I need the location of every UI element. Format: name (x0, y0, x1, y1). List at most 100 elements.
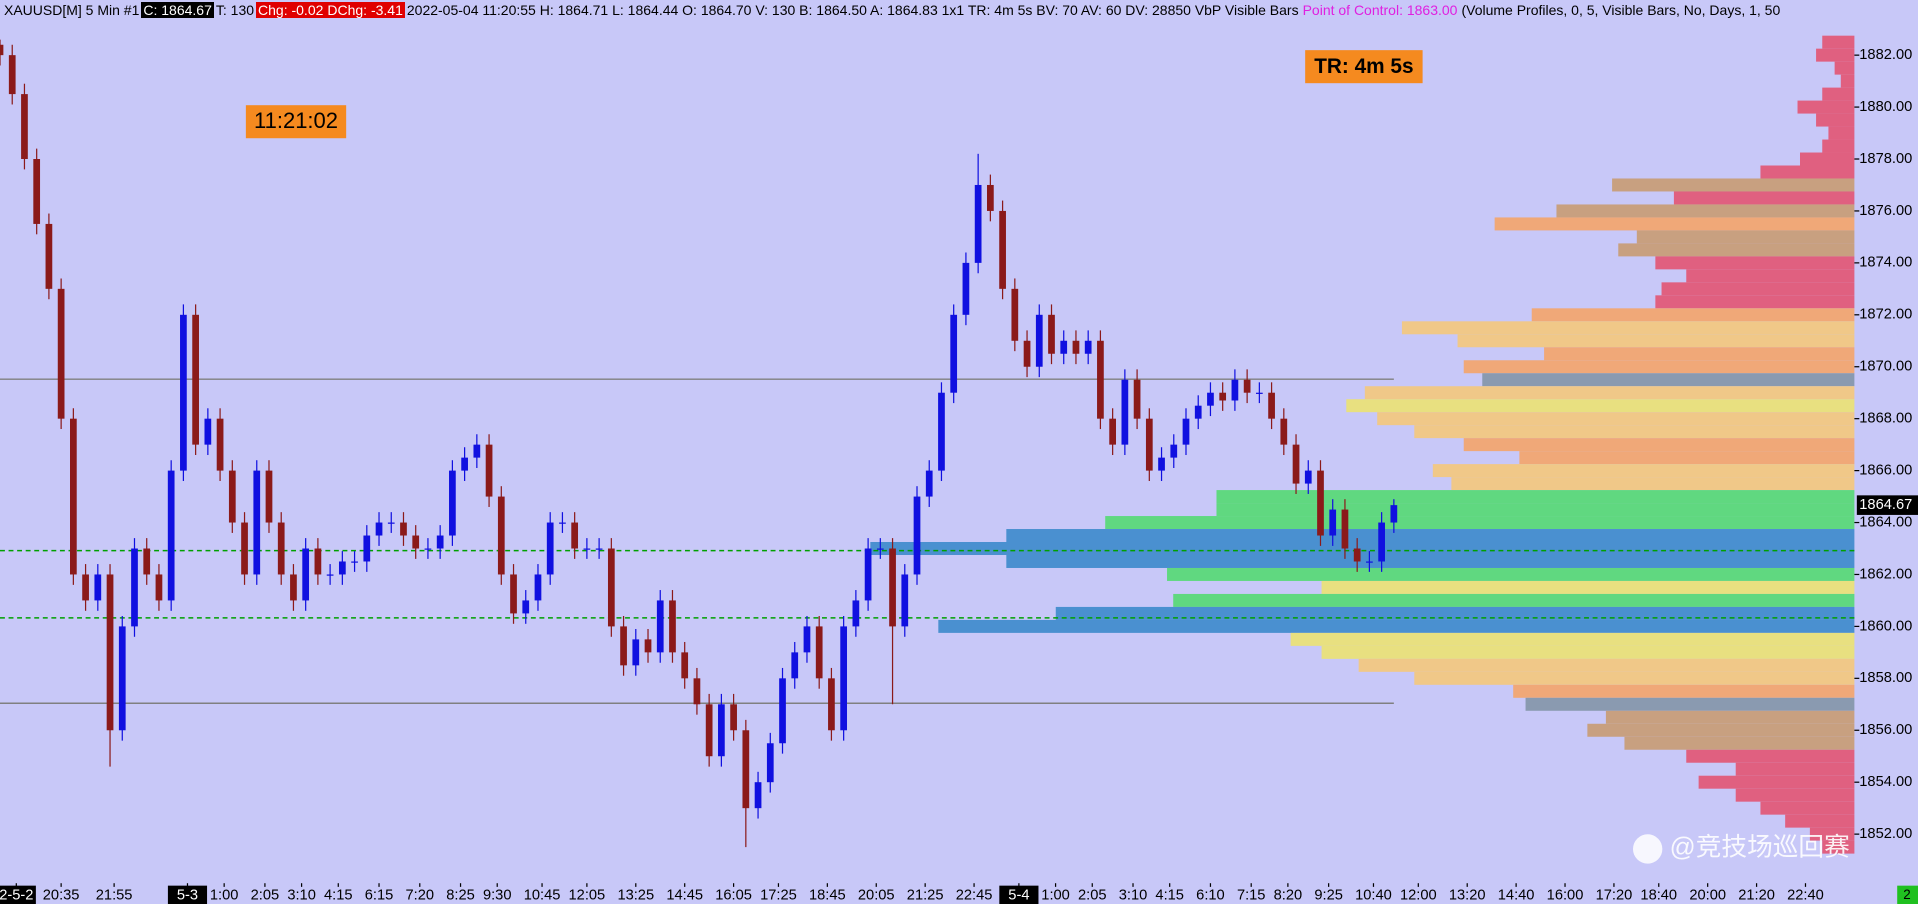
profile-bar (1401, 321, 1855, 335)
profile-bar (1822, 35, 1855, 49)
profile-bar (1525, 697, 1855, 711)
profile-bar (1673, 191, 1855, 205)
candle-body (815, 626, 823, 679)
candle-body (21, 94, 28, 160)
candle-body (632, 639, 640, 666)
y-tick-label: 1860.00 (1859, 618, 1912, 634)
candle-body (461, 457, 468, 471)
candle-body (534, 574, 542, 601)
profile-bar (1785, 814, 1855, 828)
bar-info: 2022-05-04 11:20:55 H: 1864.71 L: 1864.4… (406, 2, 1299, 18)
profile-bar (870, 542, 1855, 555)
x-tick-label: 13:20 (1449, 887, 1486, 903)
profile-bar (1698, 775, 1855, 789)
profile-bar (1544, 347, 1855, 361)
x-tick-label: 4:15 (324, 887, 353, 903)
candle-body (387, 522, 395, 524)
profile-bar (1414, 425, 1855, 439)
profile-bar (1556, 204, 1855, 218)
candle-body (828, 678, 835, 731)
candle-body (1280, 418, 1288, 445)
date-tick-label: 5-3 (177, 887, 198, 903)
candle-body (155, 574, 163, 601)
profile-bar (1661, 282, 1855, 296)
candle-body (1219, 392, 1227, 401)
candle-body (241, 522, 248, 575)
profile-bar (1494, 217, 1855, 231)
candle-body (351, 561, 358, 563)
candle-body (779, 678, 786, 744)
candle-body (766, 743, 774, 783)
x-tick-label: 10:45 (524, 887, 561, 903)
candle-body (876, 548, 884, 550)
candle-body (326, 574, 334, 576)
profile-bar (1414, 671, 1855, 685)
profile-bar (1006, 554, 1855, 568)
profile-bar (1735, 788, 1855, 802)
candle-body (363, 535, 371, 562)
profile-bar (1216, 490, 1855, 504)
profile-bar (1321, 580, 1855, 594)
candle-body (681, 652, 689, 679)
profile-bar (1840, 74, 1855, 88)
x-tick-label: 20:00 (1689, 887, 1726, 903)
x-tick-label: 18:40 (1640, 887, 1677, 903)
candle-body (106, 574, 114, 731)
x-tick-label: 4:15 (1155, 887, 1184, 903)
candle-body (1207, 392, 1214, 406)
symbol: XAUUSD[M] 5 Min #1 (4, 2, 140, 18)
candle-body (840, 626, 848, 731)
study-info: (Volume Profiles, 0, 5, Visible Bars, No… (1461, 2, 1781, 18)
x-tick-label: 13:25 (617, 887, 654, 903)
candle-body (45, 223, 53, 289)
profile-bar (1364, 386, 1855, 400)
candle-body (143, 548, 151, 575)
profile-bar (1799, 152, 1855, 166)
candle-body (1194, 405, 1202, 419)
date-tick-box (0, 885, 36, 904)
candle-body (1121, 379, 1129, 445)
candle-body (338, 561, 346, 575)
x-tick-label: 1:00 (1041, 887, 1070, 903)
candle-body (901, 574, 909, 627)
close-price: C: 1864.67 (141, 2, 214, 18)
x-tick-label: 17:25 (760, 887, 797, 903)
watermark-icon (1632, 834, 1663, 864)
profile-bar (1587, 723, 1855, 737)
x-tick-label: 17:20 (1596, 887, 1633, 903)
x-tick-label: 21:55 (96, 887, 133, 903)
candle-body (1182, 418, 1190, 445)
x-tick-label: 6:10 (1196, 887, 1225, 903)
day-change: DChg: -3.41 (325, 2, 405, 18)
x-tick-label: 10:40 (1355, 887, 1392, 903)
candle-body (1255, 392, 1263, 394)
x-tick-label: 1:00 (210, 887, 239, 903)
candle-body (192, 314, 199, 445)
candle-body (718, 704, 725, 757)
profile-bar (1828, 126, 1855, 140)
profile-bar (1055, 606, 1855, 620)
candle-body (1158, 457, 1165, 471)
candle-body (436, 535, 444, 549)
candle-body (889, 548, 896, 627)
candle-body (1035, 314, 1043, 367)
candle-body (1109, 418, 1116, 445)
candle-body (852, 600, 860, 627)
profile-bar (1321, 645, 1855, 659)
profile-bar (1760, 165, 1855, 179)
candle-body (57, 288, 65, 419)
candle-body (754, 782, 762, 809)
last-price-label: 1864.67 (1859, 497, 1912, 513)
y-tick-label: 1878.00 (1859, 151, 1912, 167)
clock-box (245, 105, 347, 139)
candle-body (1341, 509, 1349, 549)
candle-body (693, 678, 701, 705)
y-tick-label: 1868.00 (1859, 411, 1912, 427)
profile-bar (938, 619, 1855, 633)
candle-body (473, 444, 481, 458)
candle-body (94, 574, 102, 601)
profile-bar (1655, 256, 1855, 270)
candle-body (705, 704, 713, 757)
candle-body (607, 548, 615, 627)
profile-bar (1463, 360, 1855, 374)
